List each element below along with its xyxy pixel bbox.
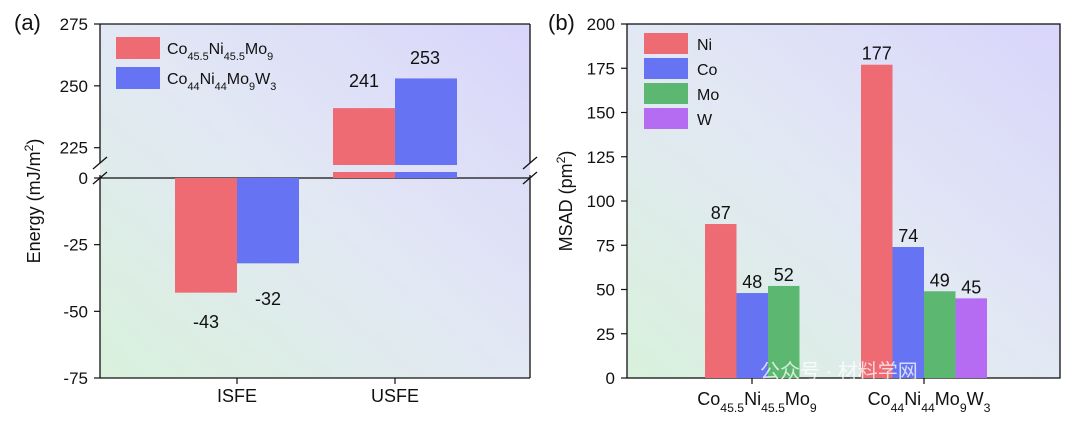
- plot-background: [627, 24, 1060, 378]
- bar-w-g1: [955, 298, 987, 378]
- data-label-mo-g0: 52: [774, 265, 794, 285]
- bar-ni-g0: [705, 224, 737, 378]
- break-mark-right-2: [522, 171, 538, 185]
- legend-label-0: Co45.5Ni45.5Mo9: [167, 41, 273, 63]
- data-label-0: -43: [193, 312, 219, 332]
- bar-isfe-s1: [237, 178, 299, 264]
- ytick-label-50: 50: [596, 281, 615, 300]
- bar-isfe-s0: [175, 178, 237, 293]
- legend-swatch-0: [116, 37, 160, 59]
- watermark-text: 公众号 · 材料学网: [760, 360, 918, 383]
- ytick-label--50: -50: [63, 302, 88, 321]
- panel-a: -43 -32 241 253 -75 -50 -25 0 225 250 275 ISFE USFE E…: [14, 10, 538, 406]
- ytick-label-250: 250: [60, 77, 88, 96]
- ytick-label--75: -75: [63, 369, 88, 388]
- ytick-label-200: 200: [587, 15, 615, 34]
- bar-ni-g1: [861, 64, 893, 379]
- y-axis-label: Energy (mJ/m2): [22, 139, 44, 264]
- ytick-label-0: 0: [606, 369, 615, 388]
- break-mark-right-1: [522, 156, 538, 170]
- bar-usfe-s1-lower: [395, 172, 457, 178]
- xtick-label-usfe: USFE: [371, 386, 419, 406]
- xtick-label-0: Co45.5Ni45.5Mo9: [697, 389, 817, 415]
- data-label-co-g1: 74: [898, 226, 918, 246]
- ytick-label-275: 275: [60, 15, 88, 34]
- ytick-label-150: 150: [587, 104, 615, 123]
- ytick-label-25: 25: [596, 325, 615, 344]
- ytick-label-0: 0: [79, 169, 88, 188]
- bar-mo-g0: [768, 285, 800, 378]
- ytick-label-75: 75: [596, 236, 615, 255]
- bar-usfe-s0-upper: [333, 108, 395, 165]
- panel-label-b: (b): [548, 10, 575, 35]
- ytick-label-175: 175: [587, 59, 615, 78]
- data-label-1: -32: [255, 289, 281, 309]
- xtick-label-isfe: ISFE: [217, 386, 257, 406]
- ytick-label-100: 100: [587, 192, 615, 211]
- legend-swatch-ni: [644, 33, 688, 54]
- panel-label-a: (a): [14, 10, 41, 35]
- data-label-2: 241: [349, 71, 379, 91]
- data-label-3: 253: [410, 48, 440, 68]
- data-label-mo-g1: 49: [930, 270, 950, 290]
- bar-mo-g1: [924, 291, 956, 378]
- legend-label-co: Co: [697, 62, 718, 79]
- break-mark-left-1: [92, 156, 108, 170]
- xtick-label-1: Co44Ni44Mo9W3: [868, 389, 991, 415]
- legend-swatch-co: [644, 58, 688, 79]
- data-label-ni-g0: 87: [711, 203, 731, 223]
- bar-co-g1: [892, 247, 924, 378]
- ytick-label-125: 125: [587, 148, 615, 167]
- legend-label-w: W: [697, 112, 713, 129]
- ytick-label--25: -25: [63, 236, 88, 255]
- data-label-ni-g1: 177: [862, 44, 892, 64]
- legend-label-ni: Ni: [697, 37, 712, 54]
- bar-co-g0: [736, 293, 768, 378]
- legend-label-mo: Mo: [697, 87, 719, 104]
- data-label-co-g0: 48: [742, 272, 762, 292]
- y-axis-label: MSAD (pm2): [554, 151, 576, 252]
- ytick-label-225: 225: [60, 139, 88, 158]
- bar-usfe-s0-lower: [333, 172, 395, 178]
- panel-b: 87 177 48 74 52 49 45 0 25 50 75 100 125 150 175 200 Co4…: [548, 10, 1061, 415]
- plot-background: [100, 24, 530, 378]
- legend-label-1: Co44Ni44Mo9W3: [167, 71, 276, 93]
- legend-swatch-w: [644, 108, 688, 129]
- legend-swatch-1: [116, 67, 160, 89]
- legend-swatch-mo: [644, 83, 688, 104]
- bar-usfe-s1-upper: [395, 78, 457, 165]
- data-label-w-g1: 45: [961, 277, 981, 297]
